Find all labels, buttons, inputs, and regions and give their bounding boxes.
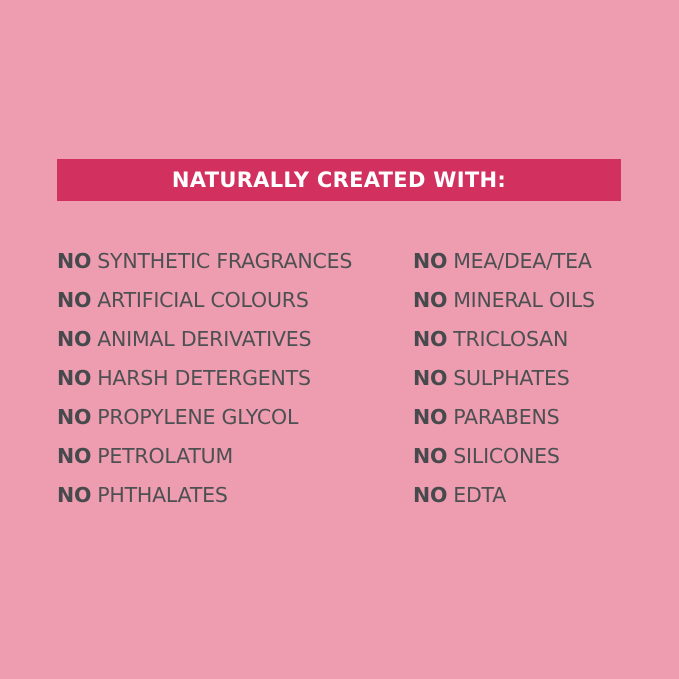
no-prefix: NO: [413, 405, 448, 429]
ingredient-label: MINERAL OILS: [453, 288, 595, 312]
list-item: NO EDTA: [413, 480, 595, 519]
list-item: NO PETROLATUM: [57, 441, 352, 480]
no-prefix: NO: [57, 405, 92, 429]
no-prefix: NO: [57, 327, 92, 351]
ingredient-label: HARSH DETERGENTS: [97, 366, 311, 390]
list-item: NO SILICONES: [413, 441, 595, 480]
list-item: NO SYNTHETIC FRAGRANCES: [57, 246, 352, 285]
list-item: NO MEA/DEA/TEA: [413, 246, 595, 285]
right-column: NO MEA/DEA/TEA NO MINERAL OILS NO TRICLOSAN NO…: [413, 246, 595, 519]
ingredient-label: SYNTHETIC FRAGRANCES: [97, 249, 353, 273]
list-item: NO TRICLOSAN: [413, 324, 595, 363]
ingredient-label: SILICONES: [453, 444, 560, 468]
no-prefix: NO: [57, 288, 92, 312]
no-prefix: NO: [413, 366, 448, 390]
banner-title: NATURALLY CREATED WITH:: [171, 168, 507, 192]
list-item: NO MINERAL OILS: [413, 285, 595, 324]
ingredient-label: PARABENS: [453, 405, 560, 429]
no-prefix: NO: [413, 444, 448, 468]
no-prefix: NO: [413, 288, 448, 312]
ingredient-label: PHTHALATES: [97, 483, 228, 507]
ingredient-label: EDTA: [453, 483, 507, 507]
list-item: NO PROPYLENE GLYCOL: [57, 402, 352, 441]
list-item: NO ANIMAL DERIVATIVES: [57, 324, 352, 363]
list-item: NO SULPHATES: [413, 363, 595, 402]
ingredient-label: ARTIFICIAL COLOURS: [97, 288, 309, 312]
no-prefix: NO: [57, 444, 92, 468]
ingredient-label: TRICLOSAN: [453, 327, 569, 351]
ingredient-label: ANIMAL DERIVATIVES: [97, 327, 312, 351]
no-prefix: NO: [57, 366, 92, 390]
left-column: NO SYNTHETIC FRAGRANCES NO ARTIFICIAL COLOU…: [57, 246, 352, 519]
list-item: NO ARTIFICIAL COLOURS: [57, 285, 352, 324]
header-banner: NATURALLY CREATED WITH:: [57, 159, 621, 201]
ingredient-label: SULPHATES: [453, 366, 570, 390]
ingredient-label: MEA/DEA/TEA: [453, 249, 592, 273]
no-prefix: NO: [413, 327, 448, 351]
ingredient-label: PROPYLENE GLYCOL: [97, 405, 299, 429]
no-prefix: NO: [413, 483, 448, 507]
no-prefix: NO: [57, 483, 92, 507]
list-item: NO PARABENS: [413, 402, 595, 441]
ingredient-label: PETROLATUM: [97, 444, 233, 468]
list-item: NO PHTHALATES: [57, 480, 352, 519]
no-prefix: NO: [57, 249, 92, 273]
list-item: NO HARSH DETERGENTS: [57, 363, 352, 402]
no-prefix: NO: [413, 249, 448, 273]
